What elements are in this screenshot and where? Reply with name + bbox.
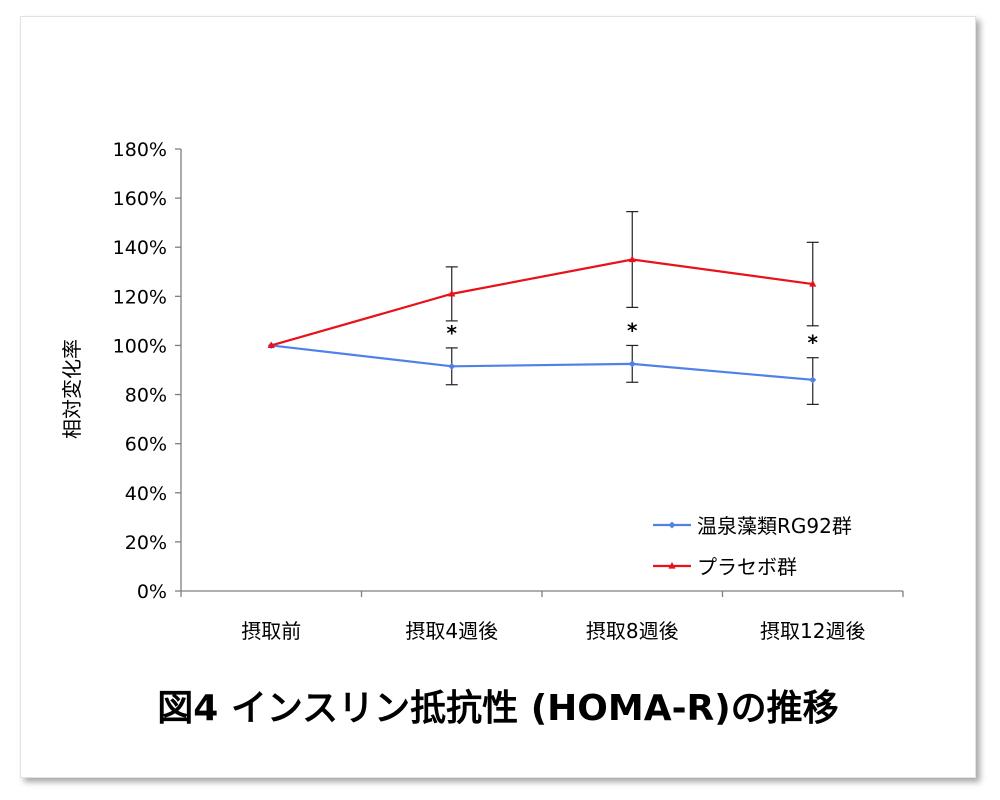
y-tick-label: 120% <box>113 286 167 308</box>
significance-marker: * <box>808 331 819 355</box>
series-2 <box>267 211 819 349</box>
x-axis-ticks: 摂取前 摂取4週後 摂取8週後 摂取12週後 <box>180 591 904 643</box>
series-layer <box>267 211 819 405</box>
annotations: * * * <box>447 318 819 354</box>
data-point <box>809 280 817 287</box>
legend-swatch-marker <box>668 562 676 569</box>
data-point <box>448 362 456 370</box>
y-tick-label: 180% <box>113 139 167 161</box>
y-tick-label: 60% <box>125 434 167 456</box>
data-point <box>267 341 275 349</box>
x-tick-label: 摂取前 <box>241 619 301 643</box>
y-axis-label: 相対変化率 <box>60 339 84 439</box>
series-line <box>270 258 813 347</box>
y-tick-label: 80% <box>125 385 167 407</box>
y-tick-label: 40% <box>125 483 167 505</box>
data-point <box>809 376 817 384</box>
y-tick-label: 140% <box>113 237 167 259</box>
series-1 <box>267 341 819 405</box>
x-tick-label: 摂取8週後 <box>586 619 679 643</box>
x-tick-label: 摂取12週後 <box>760 619 865 643</box>
line-chart: 0%20%40%60%80%100%120%140%160%180% 摂取前 摂取… <box>60 139 904 729</box>
series-line <box>271 344 813 381</box>
y-tick-label: 20% <box>125 532 167 554</box>
legend-label: プラセボ群 <box>697 555 797 579</box>
legend-swatch-marker <box>668 521 676 529</box>
y-axis-ticks: 0% 20% 40% 60% 80% 100% 120% 140% 160% 180% <box>113 139 181 603</box>
legend-label: 温泉藻類RG92群 <box>697 514 852 538</box>
y-tick-label: 160% <box>113 188 167 210</box>
data-point <box>628 360 636 368</box>
figure-frame: 0% 20% 40% 60% 80% 100% 120% 140% 160% 180% 摂取前 摂取… <box>20 16 976 778</box>
x-tick-label: 摂取4週後 <box>405 619 498 643</box>
data-point <box>448 289 456 297</box>
y-tick-label: 0% <box>137 581 167 603</box>
figure-caption: 図4 インスリン抵抗性 (HOMA-R)の推移 <box>157 687 838 729</box>
y-tick-label: 100% <box>113 335 167 357</box>
data-point <box>628 255 636 263</box>
significance-marker: * <box>447 321 458 345</box>
significance-marker: * <box>627 318 638 342</box>
